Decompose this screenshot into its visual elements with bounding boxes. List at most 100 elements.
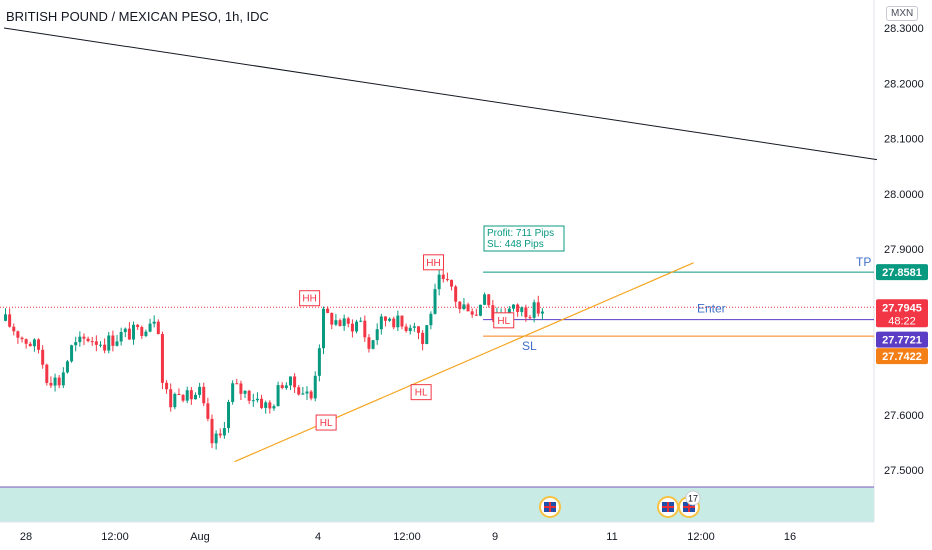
candle-body [193,394,197,400]
candle-body [322,308,326,349]
trend-lines[interactable] [3,27,878,463]
candle-body [111,335,115,346]
tp-price-label: 27.8581 [882,267,922,279]
candle-body [450,279,454,287]
currency-badge[interactable]: MXN [886,6,919,21]
candle-body [210,418,214,444]
candle-body [540,311,544,314]
profit-pips-label: Profit: 711 Pips [487,228,554,239]
candle-body [255,398,259,401]
pivot-annotation-label: HL [320,418,333,429]
candle-body [313,375,317,399]
y-tick-label: 28.2000 [884,78,924,90]
candle-body [404,326,408,332]
candle-body [49,382,53,386]
candle-body [516,304,520,312]
x-tick-label: 12:00 [393,531,421,543]
candle-body [379,316,383,330]
candle-body [507,308,511,315]
candle-body [359,320,363,322]
candle-body [293,376,297,388]
y-tick-label: 28.0000 [884,189,924,201]
countdown-label: 48:22 [888,315,916,327]
candle-body [454,286,458,302]
chart-title: BRITISH POUND / MEXICAN PESO, 1h, IDC [6,9,269,24]
pivot-annotation-box [493,312,515,329]
candle-body [334,320,338,325]
candle-body [169,389,173,408]
candle-body [45,364,49,383]
candle-body [16,331,20,338]
x-tick-label: 16 [784,531,796,543]
candle-body [284,385,288,389]
candlesticks [4,269,544,450]
candle-body [20,337,24,340]
candle-body [148,323,152,332]
candle-body [301,393,305,395]
candle-body [198,386,202,395]
candle-body [462,304,466,310]
candle-body [243,390,247,394]
candle-body [57,377,61,386]
uptrend-line [234,262,694,463]
event-markers[interactable]: 17 [539,490,701,518]
candle-body [350,323,354,332]
candle-body [41,349,45,365]
candle-body [222,428,226,436]
candle-body [202,386,206,404]
annotations: HH HL HH HL HL [299,254,515,431]
candle-body [260,398,264,408]
candle-body [160,334,164,383]
candle-body [90,341,94,343]
candle-body [103,344,107,351]
candle-body [520,307,524,312]
event-count-badge [685,490,701,506]
pivot-annotation-box [315,414,337,431]
candle-body [392,318,396,328]
pivot-annotation-label: HL [497,316,510,327]
candle-body [119,332,123,342]
candle-body [107,335,111,351]
candle-body [396,315,400,328]
candle-body [123,328,127,333]
candle-body [268,402,272,409]
x-tick-label: 12:00 [687,531,715,543]
pivot-annotation-box [423,254,445,271]
candle-body [309,391,313,399]
y-axis-ticks: 28.3000 28.2000 28.1000 28.0000 27.9000 27.60… [884,23,924,477]
x-tick-label: 28 [20,531,32,543]
candle-body [185,390,189,401]
candle-body [144,331,148,336]
candle-body [98,344,102,346]
candle-body [487,294,491,306]
candle-body [132,324,136,340]
candle-body [140,327,144,336]
candle-body [239,383,243,394]
candle-body [305,391,309,394]
y-tick-label: 27.9000 [884,244,924,256]
candle-body [78,336,82,343]
candle-body [156,321,160,335]
downtrend-line [3,27,878,161]
candle-body [441,274,445,280]
candle-body [247,390,251,401]
candle-body [177,393,181,395]
sl-price-tag [876,348,928,365]
candle-body [367,337,371,349]
candle-body [288,376,292,386]
candle-body [4,314,7,321]
candle-body [474,314,478,316]
candle-body [8,314,12,327]
y-tick-label: 28.3000 [884,23,924,35]
event-count-label: 17 [688,494,698,504]
candle-body [82,336,86,339]
last-price-label: 27.7945 [882,302,922,314]
pivot-annotation-label: HH [426,258,440,269]
candle-body [371,340,375,349]
sl-label: SL [522,339,537,353]
candle-body [342,318,346,326]
entry-price-label: 27.7721 [882,335,922,347]
candle-body [346,318,350,324]
candle-body [524,307,528,318]
